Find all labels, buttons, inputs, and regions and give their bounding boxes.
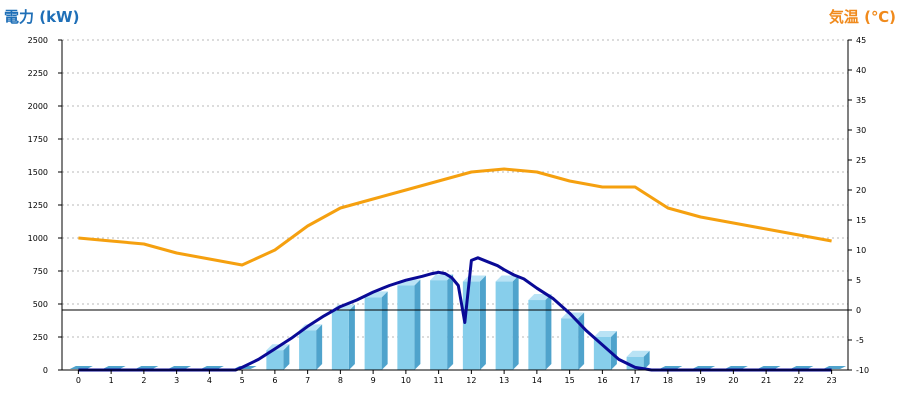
bar-top (495, 275, 519, 282)
left-axis-tick-label: 2250 (28, 69, 48, 78)
bar-side (545, 294, 552, 370)
right-axis-tick-label: 10 (856, 246, 866, 255)
bar-side (381, 291, 388, 370)
x-axis-tick-label: 8 (338, 376, 343, 385)
bar-side (348, 304, 355, 370)
right-axis-tick-label: 30 (856, 126, 866, 135)
bar-side (283, 344, 290, 370)
right-axis-tick-label: 15 (856, 216, 866, 225)
x-axis-tick-label: 4 (207, 376, 212, 385)
x-axis-tick-label: 7 (305, 376, 310, 385)
bar (102, 366, 126, 369)
bar (69, 366, 93, 369)
temperature-line (78, 167, 832, 267)
x-axis-tick-label: 3 (174, 376, 179, 385)
left-axis-tick-label: 1750 (28, 135, 48, 144)
bar (593, 337, 611, 370)
bar (430, 280, 448, 370)
x-axis-tick-label: 19 (696, 376, 706, 385)
x-axis-tick-label: 2 (141, 376, 146, 385)
bar-top (593, 331, 617, 337)
bar-side (316, 324, 323, 370)
x-axis-tick-label: 22 (794, 376, 804, 385)
bar (135, 366, 159, 369)
bar (528, 300, 546, 370)
x-axis-tick-label: 21 (761, 376, 771, 385)
left-axis-tick-label: 1250 (28, 201, 48, 210)
bar (168, 366, 192, 369)
left-axis-tick-label: 1000 (28, 234, 48, 243)
right-axis-tick-label: 0 (856, 306, 861, 315)
x-axis-tick-label: 18 (663, 376, 673, 385)
bar (692, 366, 716, 369)
right-axis-tick-label: 45 (856, 36, 866, 45)
left-axis-title: 電力 (kW) (4, 8, 80, 26)
x-axis-tick-label: 23 (827, 376, 837, 385)
x-axis-tick-label: 0 (76, 376, 81, 385)
left-axis-tick-label: 2500 (28, 36, 48, 45)
x-axis-tick-label: 10 (401, 376, 411, 385)
x-axis-tick-label: 9 (371, 376, 376, 385)
x-axis-tick-label: 1 (109, 376, 114, 385)
x-axis-tick-label: 5 (240, 376, 245, 385)
bar-side (512, 275, 519, 370)
right-axis-tick-label: 5 (856, 276, 861, 285)
x-axis-tick-label: 6 (272, 376, 277, 385)
x-axis-tick-label: 12 (466, 376, 476, 385)
bar (364, 297, 382, 370)
bar (659, 366, 683, 369)
bar (331, 310, 349, 370)
x-axis-tick-label: 13 (499, 376, 509, 385)
bar (561, 318, 579, 370)
power-line (78, 256, 832, 372)
right-axis-tick-label: 20 (856, 186, 866, 195)
right-axis-tick-label: 35 (856, 96, 866, 105)
bar (462, 281, 480, 370)
bar-top (626, 350, 650, 357)
right-axis-tick-label: -10 (856, 366, 869, 375)
bar (790, 366, 814, 369)
bar-side (479, 275, 486, 370)
x-axis-tick-label: 15 (565, 376, 575, 385)
x-axis-tick-label: 17 (630, 376, 640, 385)
left-axis-tick-label: 0 (43, 366, 48, 375)
bar-side (610, 331, 617, 370)
bar-side (447, 274, 454, 370)
x-axis-tick-label: 11 (434, 376, 444, 385)
bar (200, 366, 224, 369)
bar (299, 330, 317, 370)
x-axis-tick-label: 20 (728, 376, 738, 385)
left-axis-tick-label: 250 (33, 333, 48, 342)
bar-side (643, 350, 650, 370)
bar (495, 281, 513, 370)
x-axis-tick-label: 16 (597, 376, 607, 385)
x-axis-tick-label: 14 (532, 376, 542, 385)
bar (823, 366, 847, 369)
bar (757, 366, 781, 369)
left-axis-tick-label: 500 (33, 300, 48, 309)
right-axis-title: 気温 (℃) (828, 8, 896, 26)
bar (397, 285, 415, 370)
left-axis-tick-label: 750 (33, 267, 48, 276)
right-axis-tick-label: 40 (856, 66, 866, 75)
left-axis-tick-label: 1500 (28, 168, 48, 177)
bar (266, 350, 284, 370)
bar (724, 366, 748, 369)
left-axis-tick-label: 2000 (28, 102, 48, 111)
right-axis-tick-label: 25 (856, 156, 866, 165)
bar-side (414, 279, 421, 370)
right-axis-tick-label: -5 (856, 336, 864, 345)
